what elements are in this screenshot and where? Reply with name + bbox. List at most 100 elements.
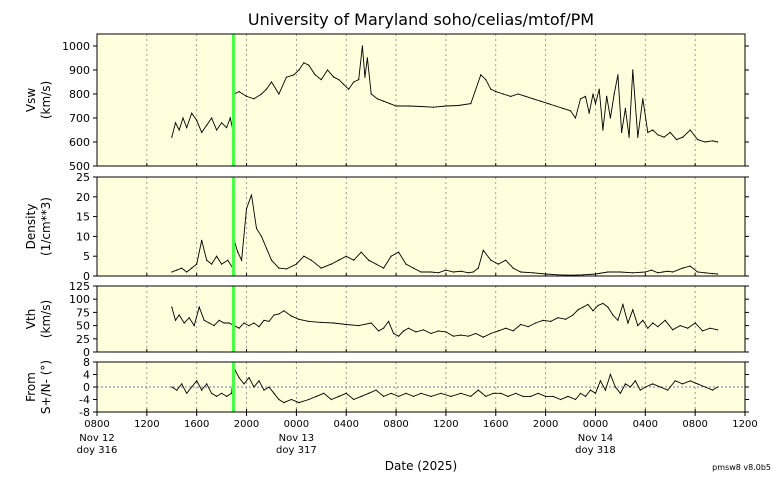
data-point-vsw xyxy=(320,79,322,81)
data-point-vsw xyxy=(358,79,360,81)
data-point-vsw xyxy=(285,76,287,78)
data-point-vsw xyxy=(278,93,280,95)
day-label-doy: doy 318 xyxy=(575,445,616,456)
data-point-density xyxy=(398,251,400,253)
data-point-flow_dir xyxy=(697,383,699,385)
x-tick-label: 0800 xyxy=(84,419,109,430)
data-point-vth xyxy=(383,327,385,329)
data-point-vth xyxy=(253,322,255,324)
data-point-vsw xyxy=(525,95,527,97)
data-point-density xyxy=(704,272,706,274)
data-point-vsw xyxy=(298,69,300,71)
panel-density: 0 5 10 15 20 25 Density (1/cm**3) xyxy=(24,171,749,283)
data-point-vsw xyxy=(178,129,180,131)
data-point-vth xyxy=(460,334,462,336)
data-point-vsw xyxy=(182,117,184,119)
data-point-density xyxy=(405,263,407,265)
data-point-density xyxy=(221,263,223,265)
data-point-vth xyxy=(278,313,280,315)
data-point-vsw xyxy=(579,98,582,100)
data-point-vth xyxy=(637,325,639,327)
data-point-vth xyxy=(248,325,250,327)
y-tick-label: 15 xyxy=(76,211,90,224)
data-point-vth xyxy=(542,319,544,321)
data-point-vth xyxy=(171,306,173,308)
data-point-density xyxy=(619,271,622,273)
data-point-flow_dir xyxy=(430,395,432,397)
data-point-density xyxy=(227,259,229,261)
day-label-date: Nov 13 xyxy=(279,433,314,444)
data-point-flow_dir xyxy=(405,392,407,394)
data-point-vth xyxy=(505,327,507,329)
data-point-vsw xyxy=(669,131,671,133)
data-point-vth xyxy=(298,318,300,320)
data-point-flow_dir xyxy=(211,392,213,394)
data-point-density xyxy=(295,263,297,265)
data-point-flow_dir xyxy=(460,392,462,394)
data-point-density xyxy=(650,269,653,271)
data-point-density xyxy=(412,267,415,269)
y-tick-label: 0 xyxy=(83,346,90,359)
data-point-vsw xyxy=(689,129,691,131)
data-point-density xyxy=(338,259,340,261)
data-point-density xyxy=(557,274,559,276)
data-point-density xyxy=(245,208,248,210)
data-point-vth xyxy=(694,322,696,324)
data-point-vth xyxy=(617,319,619,321)
data-point-density xyxy=(667,270,669,272)
y-tick-label: 800 xyxy=(69,88,90,101)
data-point-vth xyxy=(407,327,410,329)
day-label-date: Nov 14 xyxy=(578,433,613,444)
data-point-density xyxy=(353,259,355,261)
x-tick-label: 1200 xyxy=(134,419,159,430)
y-tick-label: 1000 xyxy=(62,40,90,53)
data-point-flow_dir xyxy=(248,377,250,379)
data-point-density xyxy=(682,267,684,269)
data-point-vth xyxy=(258,326,260,328)
data-point-flow_dir xyxy=(258,380,260,382)
data-point-density xyxy=(375,263,377,265)
y-axis-label-line1: Density xyxy=(24,204,38,250)
data-point-vsw xyxy=(238,91,240,93)
data-point-density xyxy=(657,272,659,274)
data-point-vsw xyxy=(293,74,295,76)
data-point-flow_dir xyxy=(712,389,714,391)
data-point-density xyxy=(330,263,332,265)
data-point-flow_dir xyxy=(567,395,569,397)
x-axis-label: Date (2025) xyxy=(385,459,457,473)
data-point-density xyxy=(241,259,243,261)
data-point-flow_dir xyxy=(485,395,487,397)
data-point-vsw xyxy=(245,95,248,97)
y-tick-label: 25 xyxy=(76,171,90,184)
data-point-vth xyxy=(415,331,417,333)
data-point-density xyxy=(260,235,263,237)
data-point-vsw xyxy=(642,98,644,100)
y-tick-label: 10 xyxy=(76,230,90,243)
data-point-vth xyxy=(679,325,681,327)
data-point-vth xyxy=(308,320,310,322)
data-point-density xyxy=(437,272,439,274)
data-point-vth xyxy=(320,321,322,323)
data-point-density xyxy=(452,271,454,273)
data-point-vsw xyxy=(617,74,619,76)
data-point-flow_dir xyxy=(360,395,362,397)
data-point-vsw xyxy=(717,141,719,143)
data-point-flow_dir xyxy=(253,386,255,388)
data-point-flow_dir xyxy=(238,377,240,379)
data-point-flow_dir xyxy=(574,398,577,401)
y-tick-label: 125 xyxy=(69,280,90,293)
y-axis-label-line1: From xyxy=(24,372,38,402)
y-tick-label: 4 xyxy=(83,369,90,382)
data-point-vth xyxy=(627,322,629,324)
data-point-flow_dir xyxy=(634,380,636,382)
data-point-vsw xyxy=(592,93,594,95)
data-point-density xyxy=(482,249,484,251)
data-point-density xyxy=(345,255,347,257)
data-point-flow_dir xyxy=(689,380,691,382)
data-point-density xyxy=(512,267,514,269)
data-point-vth xyxy=(213,325,215,327)
data-point-vsw xyxy=(196,119,198,121)
x-tick-label: 0400 xyxy=(334,419,359,430)
y-tick-label: 0 xyxy=(83,270,90,283)
data-point-flow_dir xyxy=(530,395,532,397)
